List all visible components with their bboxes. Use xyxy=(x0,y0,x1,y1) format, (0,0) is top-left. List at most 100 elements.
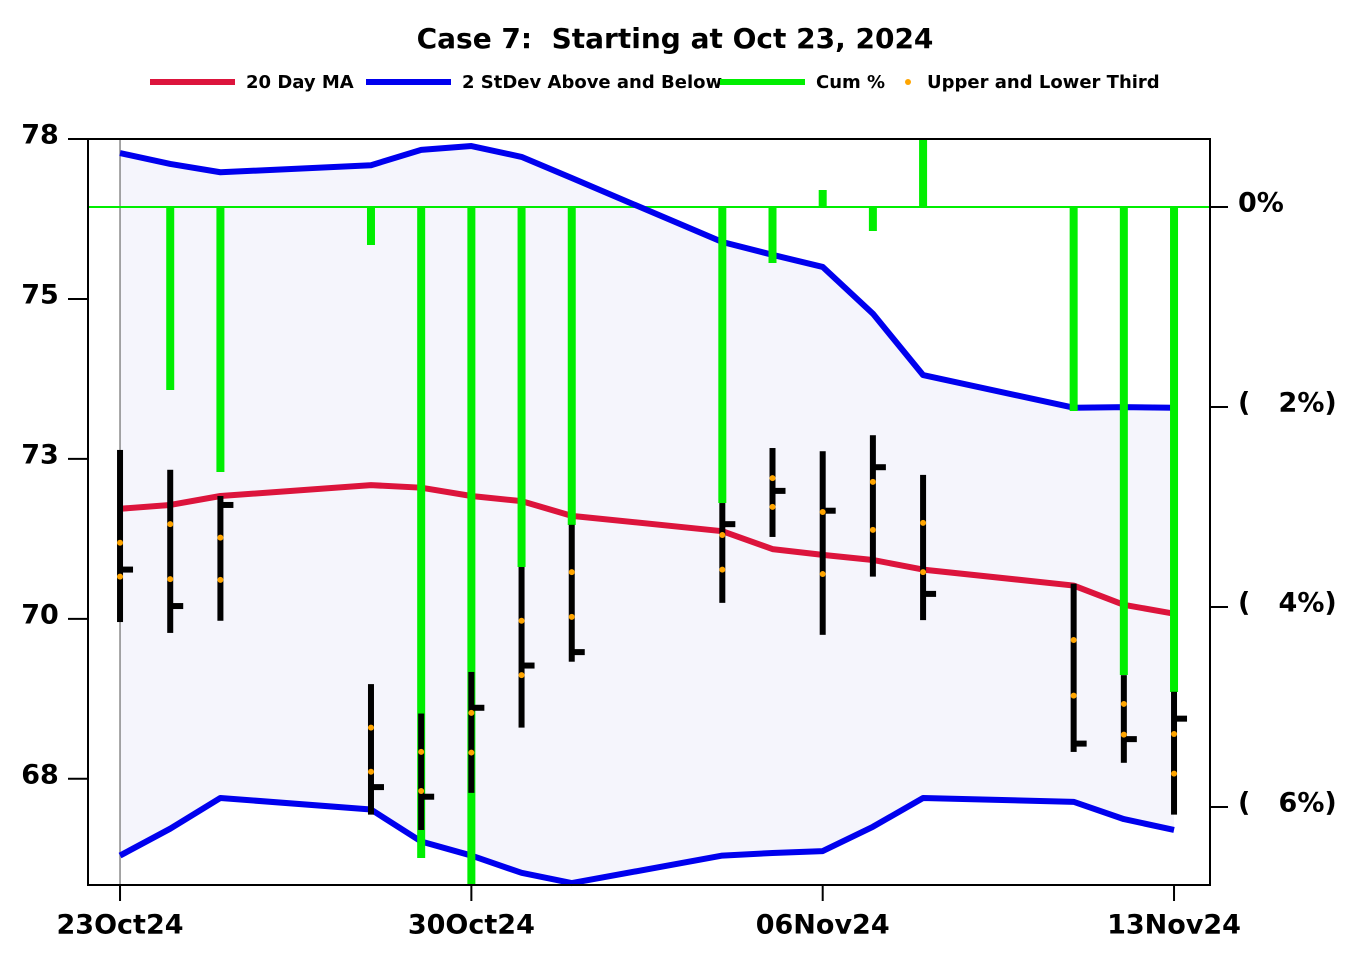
third-dot xyxy=(1070,692,1077,699)
y2-tick-label: ( 2%) xyxy=(1238,388,1337,419)
third-dot xyxy=(920,519,927,526)
price-bar xyxy=(418,713,425,830)
close-tick xyxy=(571,649,585,656)
y2-tick-label: ( 6%) xyxy=(1238,788,1337,819)
third-dot xyxy=(920,569,927,576)
chart-title: Case 7: Starting at Oct 23, 2024 xyxy=(417,22,934,55)
cum-bar xyxy=(517,207,526,567)
cum-bar xyxy=(467,207,476,885)
price-bar xyxy=(367,684,374,815)
x-tick-label: 30Oct24 xyxy=(408,910,535,941)
y-tick-label: 68 xyxy=(21,759,59,790)
lower-band xyxy=(118,794,1175,887)
legend-swatch xyxy=(905,79,911,85)
close-tick xyxy=(421,793,435,800)
price-bar xyxy=(468,671,475,793)
third-dot xyxy=(769,475,776,482)
band-fill xyxy=(120,146,1175,884)
price-bar xyxy=(819,451,826,635)
price-bar xyxy=(719,503,726,603)
cum-bar xyxy=(919,139,928,207)
third-dot xyxy=(819,571,826,578)
legend-label: 20 Day MA xyxy=(246,72,354,93)
close-tick xyxy=(220,501,234,508)
close-tick xyxy=(1073,740,1087,747)
cum-bar xyxy=(1119,207,1128,675)
cum-bar xyxy=(768,207,777,263)
legend-label: Upper and Lower Third xyxy=(927,72,1160,93)
third-dot xyxy=(1070,636,1077,643)
y-tick-label: 78 xyxy=(21,120,59,151)
close-tick xyxy=(822,507,836,514)
third-dot xyxy=(117,539,124,546)
upper-band xyxy=(119,143,1175,411)
third-dot xyxy=(568,569,575,576)
close-tick xyxy=(1174,715,1188,722)
close-tick xyxy=(923,590,937,597)
x-tick-label: 23Oct24 xyxy=(57,910,184,941)
third-dot xyxy=(418,748,425,755)
third-dot xyxy=(468,749,475,756)
cum-bar xyxy=(1069,207,1078,411)
y2-tick-label: 0% xyxy=(1238,188,1284,219)
third-dot xyxy=(1120,731,1127,738)
close-tick xyxy=(872,464,886,471)
third-dot xyxy=(367,768,374,775)
third-dot xyxy=(167,576,174,583)
y-tick-label: 70 xyxy=(21,599,59,630)
cum-bar xyxy=(1170,207,1179,692)
close-tick xyxy=(120,566,134,573)
third-dot xyxy=(1171,770,1178,777)
cum-bar xyxy=(166,207,175,390)
third-dot xyxy=(418,787,425,794)
third-dot xyxy=(719,532,726,539)
third-dot xyxy=(468,709,475,716)
close-tick xyxy=(772,487,786,494)
cum-bar xyxy=(818,190,827,207)
third-dot xyxy=(869,526,876,533)
cum-bar xyxy=(868,207,877,231)
close-tick xyxy=(471,704,485,711)
close-tick xyxy=(370,784,384,791)
third-dot xyxy=(167,521,174,528)
price-bar xyxy=(518,567,525,728)
close-tick xyxy=(170,603,184,610)
y-tick-label: 73 xyxy=(21,439,59,470)
price-bar xyxy=(869,435,876,577)
y-tick-label: 75 xyxy=(21,279,59,310)
y2-tick-label: ( 4%) xyxy=(1238,588,1337,619)
cum-bar xyxy=(567,207,576,525)
legend-label: Cum % xyxy=(816,72,885,93)
cum-bar xyxy=(366,207,375,245)
third-dot xyxy=(518,617,525,624)
cum-bar xyxy=(417,207,426,858)
third-dot xyxy=(217,534,224,541)
cum-bar xyxy=(216,207,225,472)
third-dot xyxy=(1120,700,1127,707)
third-dot xyxy=(117,573,124,580)
third-dot xyxy=(217,576,224,583)
price-bar xyxy=(1171,691,1178,815)
third-dot xyxy=(869,478,876,485)
close-tick xyxy=(722,521,736,528)
third-dot xyxy=(367,724,374,731)
ma-line xyxy=(119,482,1175,617)
plot-frame xyxy=(87,138,1211,886)
third-dot xyxy=(769,503,776,510)
price-bar xyxy=(217,496,224,621)
close-tick xyxy=(1123,736,1137,743)
price-bar xyxy=(117,449,124,623)
third-dot xyxy=(719,566,726,573)
price-bar xyxy=(568,524,575,662)
price-bar xyxy=(1120,675,1127,763)
cum-bar xyxy=(718,207,727,503)
third-dot xyxy=(518,672,525,679)
price-bar xyxy=(1070,583,1077,752)
third-dot xyxy=(1171,731,1178,738)
x-tick-label: 13Nov24 xyxy=(1107,910,1241,941)
third-dot xyxy=(568,613,575,620)
price-bar xyxy=(167,469,174,633)
close-tick xyxy=(521,662,535,669)
x-tick-label: 06Nov24 xyxy=(756,910,890,941)
